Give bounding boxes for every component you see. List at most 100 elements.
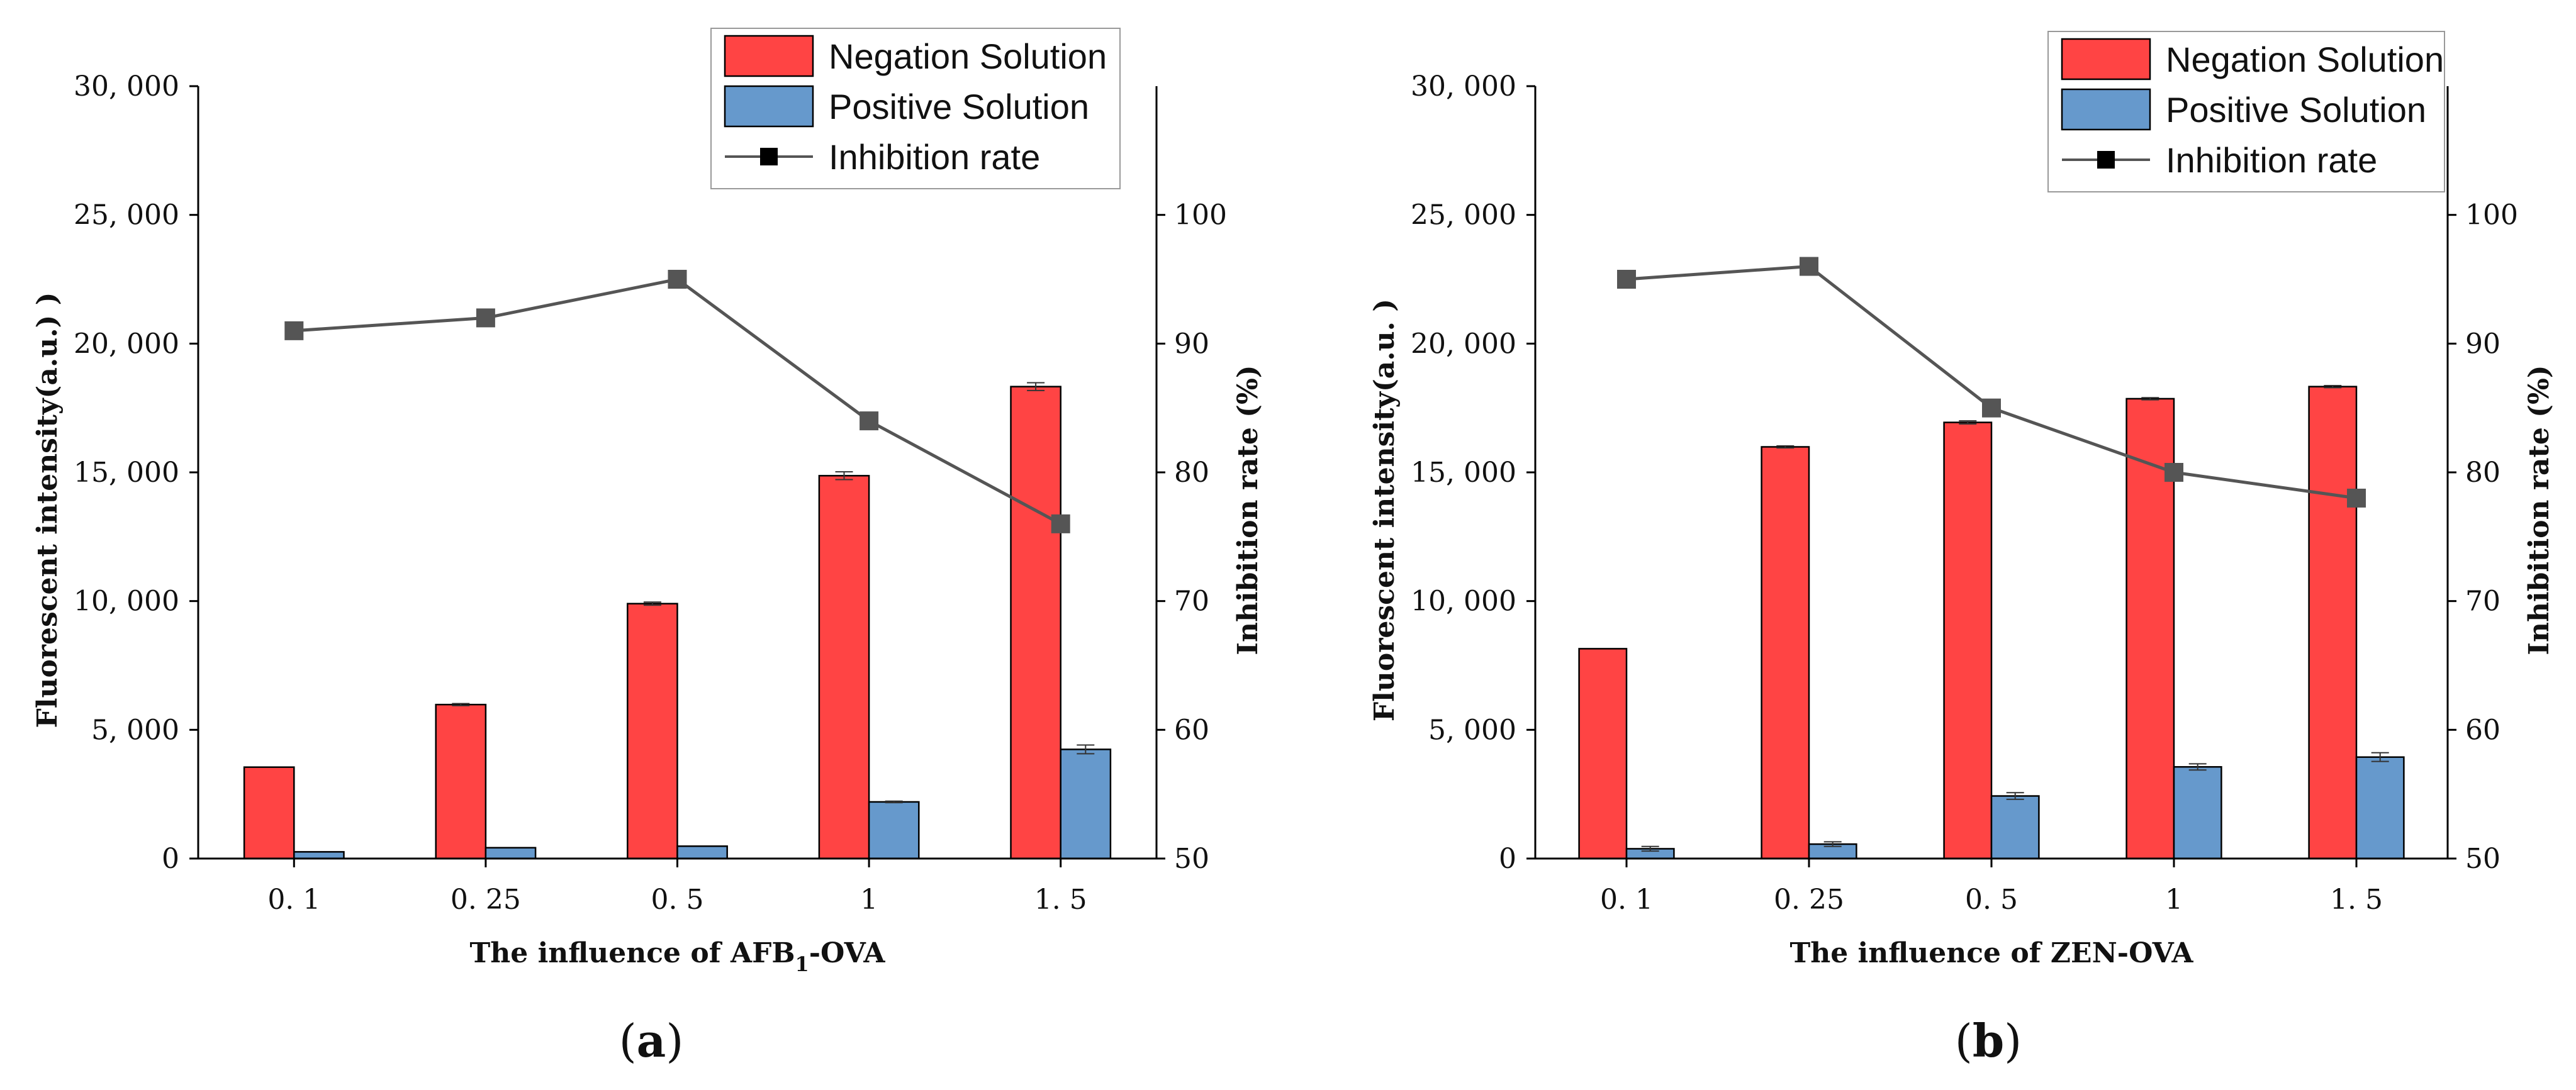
y2-tick-label: 70	[1174, 586, 1209, 618]
legend-label: Positive Solution	[829, 87, 1089, 126]
y2-tick-label: 50	[2465, 843, 2500, 875]
y-tick-label: 5, 000	[91, 714, 179, 746]
y2-tick-label: 100	[1174, 199, 1227, 231]
error-bar	[2324, 385, 2342, 389]
y2-tick-label: 60	[1174, 714, 1209, 746]
error-bar	[1823, 841, 1842, 847]
error-bar	[1776, 445, 1795, 449]
panel-label: (b)	[1955, 1014, 2022, 1067]
inhibition-rate-point-3	[860, 411, 879, 431]
error-bar	[1027, 382, 1045, 391]
y-axis-title: Fluorescent intensity(a.u. )	[1369, 299, 1401, 721]
bar-positive-solution-0	[293, 851, 345, 860]
y-tick-label: 20, 000	[74, 328, 179, 360]
x-tick-label: 0. 25	[1774, 884, 1844, 916]
y-tick-label: 25, 000	[1411, 199, 1516, 231]
legend-label: Negation Solution	[829, 36, 1107, 76]
x-tick-label: 0. 5	[651, 884, 704, 916]
y-tick-label: 10, 000	[1411, 586, 1516, 618]
legend-swatch-negation-solution	[724, 35, 814, 77]
inhibition-rate-point-1	[476, 308, 495, 328]
y2-axis-title: Inhibition rate (%)	[2523, 365, 2555, 655]
x-tick-label: 0. 25	[451, 884, 521, 916]
inhibition-rate-point-0	[284, 321, 304, 340]
y-axis-title: Fluorescent intensity(a.u.) )	[31, 292, 64, 728]
y-tick-label: 30, 000	[74, 70, 179, 103]
error-bar	[885, 800, 903, 804]
y2-tick-label: 80	[2465, 457, 2500, 489]
error-bar	[2371, 752, 2389, 762]
x-tick-label: 0. 5	[1965, 884, 2018, 916]
bar-negation-solution-2	[627, 603, 678, 860]
x-axis-title: The influence of AFB1-OVA	[470, 937, 886, 976]
legend-swatch-positive-solution	[724, 85, 814, 128]
legend-label: Positive Solution	[2166, 90, 2426, 130]
inhibition-rate-point-4	[2347, 488, 2366, 508]
bar-positive-solution-4	[2355, 756, 2405, 860]
chart-panel-b: 0 5, 000 10, 000 15, 000 20, 000 25, 000 30, 0…	[1369, 31, 2555, 1067]
inhibition-rate-point-4	[1051, 514, 1070, 533]
bar-positive-solution-3	[2173, 766, 2222, 860]
error-bar	[2006, 792, 2024, 800]
x-tick-label: 1	[860, 884, 878, 916]
inhibition-rate-line	[294, 277, 1061, 526]
legend-marker-swatch	[760, 148, 778, 165]
legend-swatch-negation-solution	[2061, 38, 2151, 81]
panel-label: (a)	[619, 1014, 684, 1067]
inhibition-rate-point-2	[1982, 398, 2001, 418]
bar-negation-solution-2	[1943, 421, 1993, 860]
legend-swatch-positive-solution	[2061, 88, 2151, 131]
y2-tick-label: 80	[1174, 457, 1209, 489]
bar-positive-solution-2	[676, 845, 728, 860]
bar-negation-solution-1	[435, 703, 487, 860]
error-bar	[835, 471, 853, 481]
y-tick-label: 10, 000	[74, 586, 179, 618]
y2-tick-label: 90	[2465, 328, 2500, 360]
bar-negation-solution-0	[243, 766, 295, 860]
error-bar	[452, 703, 470, 706]
legend-marker-swatch	[2097, 151, 2115, 169]
error-bar	[1077, 744, 1095, 755]
bar-negation-solution-0	[1578, 648, 1628, 860]
y-tick-label: 25, 000	[74, 199, 179, 231]
y-tick-label: 0	[1499, 843, 1516, 875]
y-tick-label: 5, 000	[1428, 714, 1516, 746]
inhibition-rate-point-2	[668, 270, 687, 289]
y-tick-label: 15, 000	[74, 457, 179, 489]
error-bar	[1641, 845, 1659, 852]
x-tick-label: 0. 1	[1600, 884, 1653, 916]
bar-negation-solution-3	[818, 475, 870, 860]
legend: Negation Solution Positive Solution Inhibi…	[710, 28, 1121, 189]
inhibition-rate-point-1	[1800, 257, 1818, 276]
y-tick-label: 20, 000	[1411, 328, 1516, 360]
bar-positive-solution-3	[868, 801, 920, 860]
y2-axis-title: Inhibition rate (%)	[1232, 365, 1264, 655]
y2-tick-label: 70	[2465, 586, 2500, 618]
x-tick-label: 1	[2165, 884, 2183, 916]
inhibition-rate-point-0	[1617, 270, 1636, 289]
legend-label: Inhibition rate	[2166, 140, 2377, 180]
legend-label: Negation Solution	[2166, 40, 2444, 79]
y2-tick-label: 90	[1174, 328, 1209, 360]
legend: Negation Solution Positive Solution Inhibi…	[2047, 31, 2445, 192]
bar-negation-solution-1	[1761, 446, 1810, 860]
y-tick-label: 30, 000	[1411, 70, 1516, 103]
bar-positive-solution-1	[484, 847, 537, 860]
error-bar	[2141, 397, 2159, 401]
error-bar	[2188, 763, 2207, 771]
error-bar	[1959, 420, 1977, 425]
bar-negation-solution-4	[1010, 386, 1061, 860]
chart-panel-a: 0 5, 000 10, 000 15, 000 20, 000 25, 000 30, 0…	[31, 28, 1264, 1067]
x-axis-title: The influence of ZEN-OVA	[1790, 937, 2194, 969]
x-tick-label: 0. 1	[267, 884, 320, 916]
bar-negation-solution-4	[2308, 386, 2358, 860]
inhibition-rate-point-3	[2164, 463, 2183, 482]
y-tick-label: 0	[162, 843, 179, 875]
y-tick-label: 15, 000	[1411, 457, 1516, 489]
error-bar	[643, 601, 661, 606]
x-tick-label: 1. 5	[1034, 884, 1087, 916]
y2-tick-label: 60	[2465, 714, 2500, 746]
bar-positive-solution-2	[1990, 795, 2040, 860]
y2-tick-label: 50	[1174, 843, 1209, 875]
